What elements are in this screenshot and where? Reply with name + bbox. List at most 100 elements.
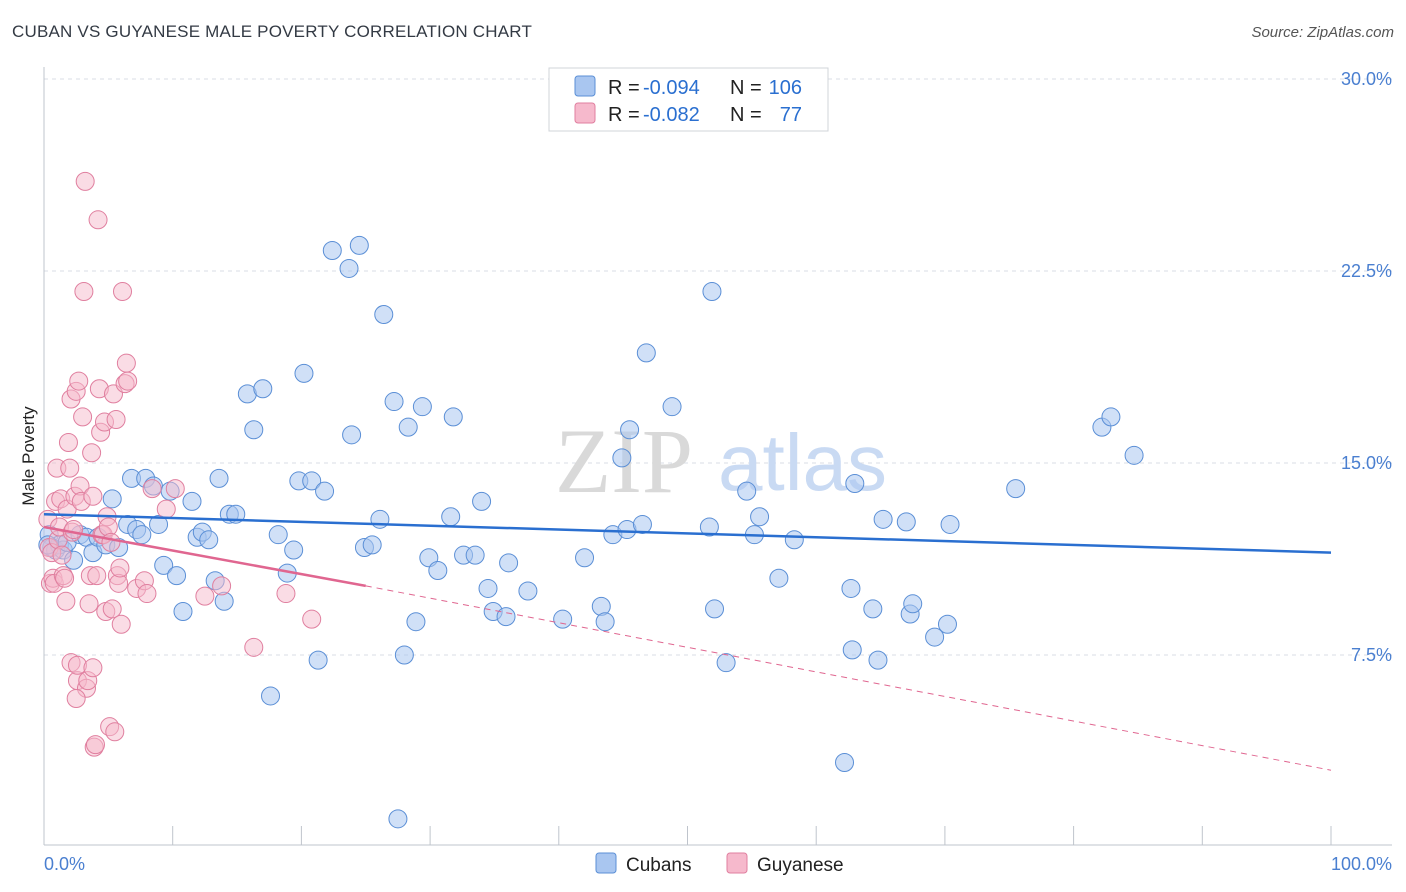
guyanese-point (52, 545, 72, 565)
cubans-point (315, 481, 335, 501)
bottom-legend-swatch-guyanese (726, 852, 748, 874)
cubans-point (443, 407, 463, 427)
guyanese-point (106, 409, 126, 429)
legend-n-value-guyanese: 77 (780, 104, 802, 126)
guyanese-point (73, 407, 93, 427)
y-axis-label: Male Poverty (19, 406, 38, 506)
guyanese-point (69, 371, 89, 391)
guyanese-point (83, 658, 103, 678)
bottom-legend-swatch-cubans (595, 852, 617, 874)
guyanese-point (118, 371, 138, 391)
cubans-point (384, 392, 404, 412)
cubans-point (595, 612, 615, 632)
legend-n-value-cubans: 106 (769, 77, 802, 99)
cubans-point (632, 514, 652, 534)
guyanese-point (88, 210, 108, 230)
cubans-point (612, 448, 632, 468)
cubans-trend-line (43, 512, 1332, 554)
cubans-point (784, 530, 804, 550)
guyanese-point (56, 591, 76, 611)
legend-r-label-guyanese: R = (608, 104, 640, 126)
cubans-point (182, 491, 202, 511)
series-legend: Cubans Guyanese (595, 852, 844, 876)
cubans-point (472, 491, 492, 511)
cubans-point (662, 397, 682, 417)
cubans-point (896, 512, 916, 532)
cubans-point (362, 535, 382, 555)
cubans-point (261, 686, 281, 706)
cubans-point (769, 568, 789, 588)
legend-r-value-cubans: -0.094 (643, 77, 700, 99)
cubans-point (620, 420, 640, 440)
cubans-point (636, 343, 656, 363)
legend-r-label-cubans: R = (608, 77, 640, 99)
legend-swatch-cubans (574, 75, 596, 97)
guyanese-point (60, 458, 80, 478)
guyanese-point (64, 520, 84, 540)
y-tick-label-1: 15.0% (1341, 453, 1392, 473)
guyanese-point (105, 722, 125, 742)
legend-n-label-cubans: N = (730, 77, 762, 99)
cubans-point (394, 645, 414, 665)
guyanese-trend-extension (365, 585, 1332, 771)
cubans-point (322, 241, 342, 261)
y-tick-label-2: 22.5% (1341, 261, 1392, 281)
cubans-point (518, 581, 538, 601)
guyanese-point (195, 586, 215, 606)
guyanese-point (165, 479, 185, 499)
cubans-point (339, 258, 359, 278)
cubans-point (167, 566, 187, 586)
guyanese-point (276, 584, 296, 604)
cubans-point (873, 509, 893, 529)
cubans-point (903, 594, 923, 614)
cubans-point (388, 809, 408, 829)
guyanese-point (83, 486, 103, 506)
cubans-point (716, 653, 736, 673)
cubans-point (441, 507, 461, 527)
cubans-point (1124, 445, 1144, 465)
cubans-point (1006, 479, 1026, 499)
cubans-point (284, 540, 304, 560)
cubans-point (349, 235, 369, 255)
guyanese-point (82, 443, 102, 463)
cubans-point (209, 468, 229, 488)
guyanese-point (66, 689, 86, 709)
x-tick-label-0: 0.0% (44, 854, 85, 874)
guyanese-point (74, 281, 94, 301)
cubans-point (699, 517, 719, 537)
y-tick-label-0: 7.5% (1351, 645, 1392, 665)
y-tick-label-3: 30.0% (1341, 69, 1392, 89)
guyanese-point (116, 353, 136, 373)
cubans-point (937, 614, 957, 634)
cubans-point (302, 471, 322, 491)
gridlines (44, 78, 1392, 656)
cubans-point (835, 753, 855, 773)
cubans-point (868, 650, 888, 670)
guyanese-point (110, 558, 130, 578)
cubans-point (173, 601, 193, 621)
guyanese-point (101, 532, 121, 552)
guyanese-point (142, 479, 162, 499)
cubans-point (705, 599, 725, 619)
cubans-point (553, 609, 573, 629)
legend-r-value-guyanese: -0.082 (643, 104, 700, 126)
guyanese-point (302, 609, 322, 629)
guyanese-point (156, 499, 176, 519)
cubans-point (1101, 407, 1121, 427)
x-tick-label-1: 100.0% (1331, 854, 1392, 874)
guyanese-point (55, 568, 75, 588)
axes (43, 67, 1392, 846)
cubans-point (575, 548, 595, 568)
legend-n-label-guyanese: N = (730, 104, 762, 126)
guyanese-point (212, 576, 232, 596)
cubans-point (154, 555, 174, 575)
cubans-point (940, 514, 960, 534)
guyanese-point (79, 594, 99, 614)
series-guyanese (38, 171, 322, 757)
cubans-point (149, 514, 169, 534)
cubans-point (102, 489, 122, 509)
cubans-point (863, 599, 883, 619)
bottom-legend-label-guyanese: Guyanese (757, 855, 844, 876)
cubans-point (750, 507, 770, 527)
